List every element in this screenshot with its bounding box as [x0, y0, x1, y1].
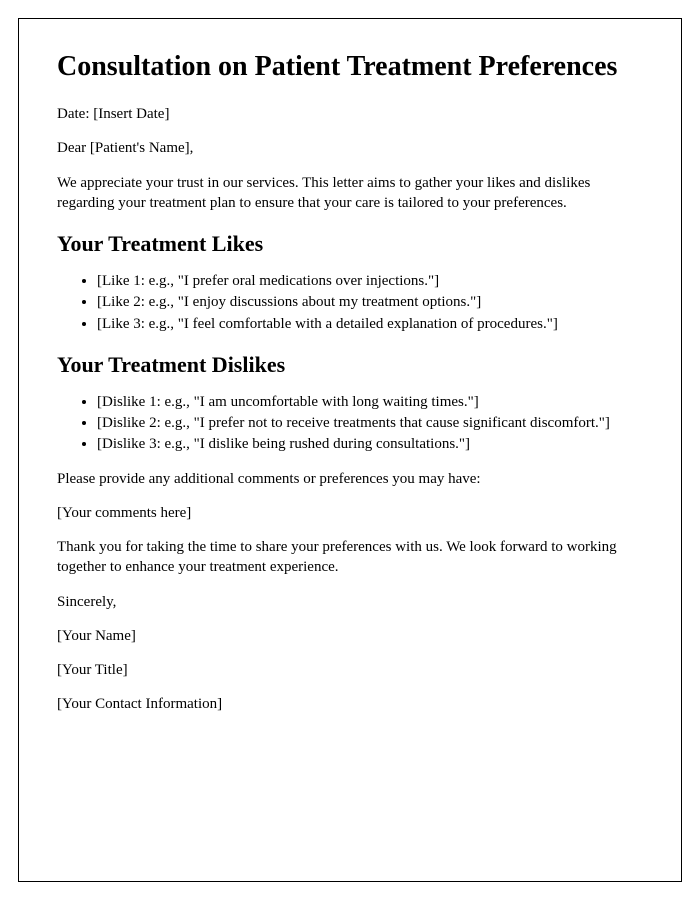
thank-you-paragraph: Thank you for taking the time to share y… — [57, 537, 643, 578]
date-line: Date: [Insert Date] — [57, 104, 643, 124]
comments-placeholder: [Your comments here] — [57, 503, 643, 523]
signature-name: [Your Name] — [57, 626, 643, 646]
document-page: Consultation on Patient Treatment Prefer… — [18, 18, 682, 882]
likes-list: [Like 1: e.g., "I prefer oral medication… — [97, 271, 643, 334]
salutation: Dear [Patient's Name], — [57, 138, 643, 158]
likes-heading: Your Treatment Likes — [57, 231, 643, 257]
list-item: [Dislike 2: e.g., "I prefer not to recei… — [97, 413, 643, 433]
signature-contact: [Your Contact Information] — [57, 694, 643, 714]
list-item: [Like 1: e.g., "I prefer oral medication… — [97, 271, 643, 291]
list-item: [Like 2: e.g., "I enjoy discussions abou… — [97, 292, 643, 312]
dislikes-list: [Dislike 1: e.g., "I am uncomfortable wi… — [97, 392, 643, 455]
dislikes-heading: Your Treatment Dislikes — [57, 352, 643, 378]
additional-comments-prompt: Please provide any additional comments o… — [57, 469, 643, 489]
signature-title: [Your Title] — [57, 660, 643, 680]
list-item: [Dislike 3: e.g., "I dislike being rushe… — [97, 434, 643, 454]
list-item: [Like 3: e.g., "I feel comfortable with … — [97, 314, 643, 334]
list-item: [Dislike 1: e.g., "I am uncomfortable wi… — [97, 392, 643, 412]
intro-paragraph: We appreciate your trust in our services… — [57, 173, 643, 214]
closing: Sincerely, — [57, 592, 643, 612]
page-title: Consultation on Patient Treatment Prefer… — [57, 49, 643, 84]
